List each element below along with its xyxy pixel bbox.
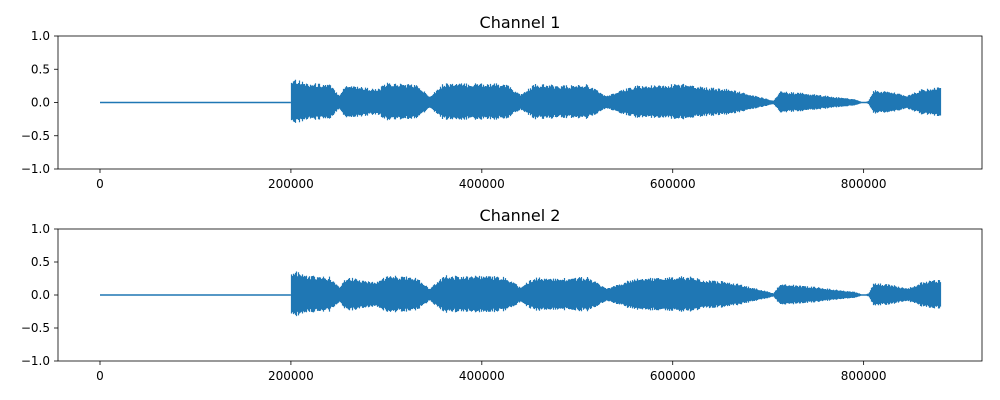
y-tick-label: −1.0 — [21, 354, 50, 368]
y-tick-label: 1.0 — [31, 222, 50, 236]
channel-1-panel: Channel 1 0 200000 400000 600000 800000 −1.0 −0… — [21, 13, 983, 191]
y-tick-label: 1.0 — [31, 29, 50, 43]
panel-title: Channel 2 — [480, 206, 561, 225]
channel-2-panel: Channel 2 0 200000 400000 600000 800000 −1.0 −0… — [21, 206, 983, 383]
waveform-series — [290, 271, 942, 317]
x-tick-label: 600000 — [650, 369, 696, 383]
x-tick-label: 600000 — [650, 177, 696, 191]
x-tick-label: 200000 — [268, 369, 314, 383]
x-tick-label: 0 — [96, 369, 104, 383]
panel-title: Channel 1 — [480, 13, 561, 32]
y-tick-label: −0.5 — [21, 321, 50, 335]
y-tick-label: −0.5 — [21, 129, 50, 143]
waveform-series — [290, 79, 942, 123]
x-tick-label: 0 — [96, 177, 104, 191]
y-tick-label: 0.5 — [31, 62, 50, 76]
x-tick-label: 800000 — [841, 369, 887, 383]
x-tick-label: 200000 — [268, 177, 314, 191]
x-tick-label: 400000 — [459, 177, 505, 191]
y-tick-label: 0.0 — [31, 96, 50, 110]
y-tick-label: 0.0 — [31, 288, 50, 302]
y-tick-label: 0.5 — [31, 255, 50, 269]
x-tick-label: 400000 — [459, 369, 505, 383]
x-tick-label: 800000 — [841, 177, 887, 191]
y-tick-label: −1.0 — [21, 162, 50, 176]
